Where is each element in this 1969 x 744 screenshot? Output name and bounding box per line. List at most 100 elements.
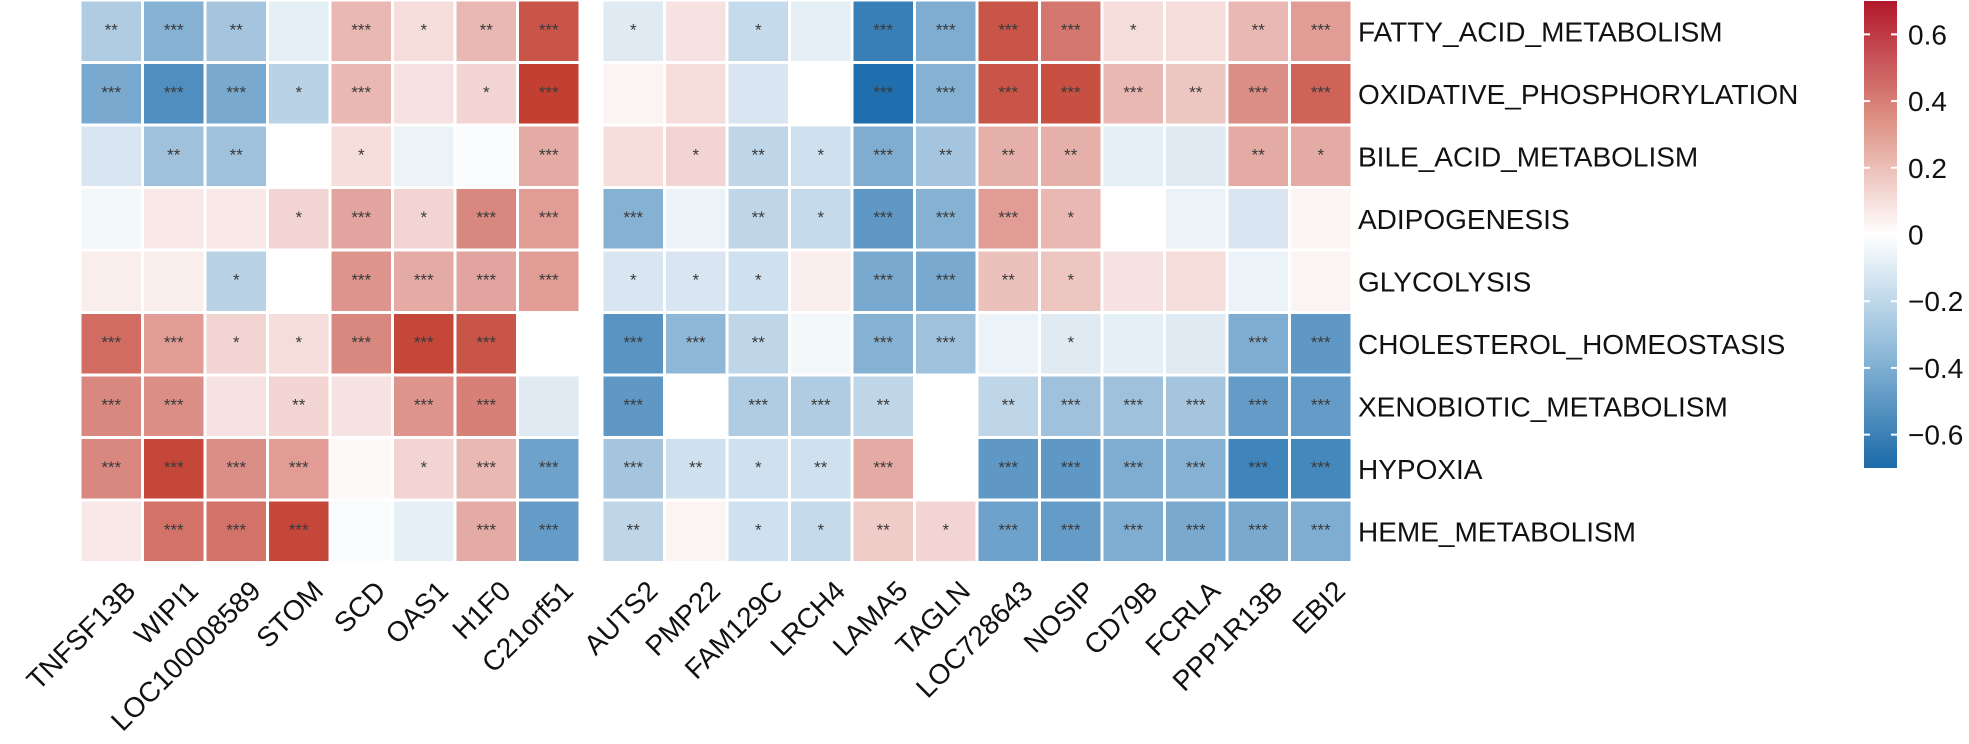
column-label: TNFSF13B: [21, 575, 142, 696]
heatmap-cell: [1288, 61, 1354, 127]
significance-label: ***: [1311, 83, 1331, 102]
heatmap-cell: [600, 498, 666, 564]
heatmap-cells: [78, 0, 1354, 564]
significance-label: *: [358, 145, 365, 164]
significance-label: *: [630, 270, 637, 289]
heatmap-cell: [391, 373, 457, 439]
significance-label: *: [630, 20, 637, 39]
heatmap-cell: [391, 61, 457, 127]
heatmap-cell: [1163, 498, 1229, 564]
significance-label: ***: [101, 458, 121, 477]
heatmap-cell: [1288, 123, 1354, 189]
heatmap-cell: [516, 373, 582, 439]
significance-label: ***: [476, 333, 496, 352]
significance-label: **: [292, 395, 306, 414]
heatmap-cell: [663, 186, 729, 252]
heatmap-cell: [203, 498, 269, 564]
significance-label: ***: [101, 83, 121, 102]
significance-label: ***: [289, 520, 309, 539]
significance-label: *: [755, 458, 762, 477]
heatmap-cell: [266, 123, 332, 189]
row-label: XENOBIOTIC_METABOLISM: [1358, 391, 1728, 422]
heatmap-cell: [328, 61, 394, 127]
significance-label: ***: [539, 208, 559, 227]
heatmap-cell: [788, 0, 854, 64]
heatmap-cell: [725, 498, 791, 564]
heatmap-cell: [391, 123, 457, 189]
heatmap-cell: [141, 186, 207, 252]
significance-label: ***: [1186, 395, 1206, 414]
significance-label: **: [814, 458, 828, 477]
heatmap-cell: [266, 498, 332, 564]
significance-label: ***: [873, 145, 893, 164]
significance-label: ***: [101, 395, 121, 414]
heatmap-cell: [266, 248, 332, 314]
significance-label: *: [295, 333, 302, 352]
heatmap-cell: [266, 373, 332, 439]
significance-label: **: [1189, 83, 1203, 102]
heatmap-cell: [850, 61, 916, 127]
significance-label: **: [1252, 145, 1266, 164]
significance-label: ***: [873, 458, 893, 477]
heatmap-cell: [600, 61, 666, 127]
heatmap-cell: [78, 186, 144, 252]
significance-label: *: [420, 20, 427, 39]
significance-label: ***: [539, 458, 559, 477]
significance-label: ***: [998, 208, 1018, 227]
significance-label: ***: [1061, 20, 1081, 39]
heatmap-cell: [328, 373, 394, 439]
significance-label: **: [689, 458, 703, 477]
row-label: FATTY_ACID_METABOLISM: [1358, 16, 1723, 47]
heatmap-cell: [913, 436, 979, 502]
significance-label: ***: [539, 83, 559, 102]
significance-label: **: [1002, 395, 1016, 414]
heatmap-cell: [516, 61, 582, 127]
heatmap-cell: [1163, 311, 1229, 377]
heatmap-cell: [725, 61, 791, 127]
significance-label: ***: [289, 458, 309, 477]
colorbar-tick-label: 0.4: [1908, 86, 1947, 117]
heatmap-cell: [266, 436, 332, 502]
significance-label: *: [233, 270, 240, 289]
colorbar: 0.6 0.4 0.2 0 −0.2 −0.4 −0.6: [1864, 1, 1963, 468]
significance-label: *: [233, 333, 240, 352]
heatmap-cell: [78, 498, 144, 564]
heatmap-cell: [203, 311, 269, 377]
significance-label: ***: [1311, 458, 1331, 477]
heatmap-cell: [850, 0, 916, 64]
heatmap-cell: [391, 311, 457, 377]
heatmap-cell: [663, 373, 729, 439]
heatmap-cell: [328, 186, 394, 252]
significance-label: **: [480, 20, 494, 39]
heatmap-cell: [1288, 436, 1354, 502]
heatmap-cell: [663, 311, 729, 377]
significance-label: *: [942, 520, 949, 539]
heatmap-cell: [328, 0, 394, 64]
significance-label: ***: [873, 208, 893, 227]
significance-label: ***: [226, 83, 246, 102]
significance-label: ***: [164, 458, 184, 477]
significance-label: *: [755, 270, 762, 289]
heatmap-cell: [453, 123, 519, 189]
heatmap-cell: [913, 498, 979, 564]
significance-label: ***: [1248, 333, 1268, 352]
column-label: STOM: [250, 575, 329, 654]
significance-label: **: [752, 208, 766, 227]
significance-label: ***: [164, 333, 184, 352]
column-labels: TNFSF13BWIPI1LOC100008589STOMSCDOAS1H1F0…: [21, 575, 1351, 737]
significance-label: ***: [164, 520, 184, 539]
significance-label: ***: [351, 20, 371, 39]
significance-label: *: [295, 83, 302, 102]
heatmap-cell: [516, 186, 582, 252]
significance-label: ***: [936, 20, 956, 39]
heatmap-cell: [600, 123, 666, 189]
significance-label: ***: [873, 270, 893, 289]
significance-label: ***: [226, 458, 246, 477]
significance-label: ***: [998, 458, 1018, 477]
heatmap-cell: [266, 311, 332, 377]
heatmap-cell: [516, 311, 582, 377]
significance-label: *: [817, 145, 824, 164]
significance-label: **: [877, 395, 891, 414]
colorbar-tick-label: −0.4: [1908, 353, 1963, 384]
significance-label: *: [755, 20, 762, 39]
